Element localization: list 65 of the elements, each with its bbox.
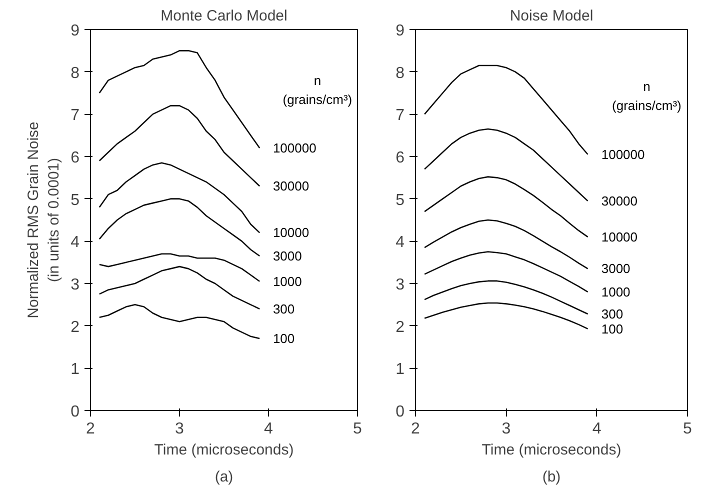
- y-tick-label: 6: [396, 150, 405, 166]
- line-series: [98, 162, 260, 234]
- series-label: 100000: [601, 146, 645, 162]
- series-label: 100000: [272, 140, 316, 156]
- series-label: 300: [272, 301, 295, 316]
- x-axis-title: Time (microseconds): [482, 442, 622, 458]
- series-label: 100: [601, 321, 624, 336]
- text: (b): [542, 468, 561, 486]
- y-tick-label: 3: [396, 276, 405, 294]
- series-label: 3000: [601, 261, 630, 276]
- chart-title: Noise Model: [510, 8, 594, 24]
- series-label: 100: [272, 331, 295, 346]
- x-axis-title: Time (microseconds): [154, 442, 294, 458]
- series-label: 10000: [272, 225, 310, 240]
- series-label: 1000: [272, 274, 302, 289]
- x-tick-label: 4: [264, 420, 274, 438]
- line-series: [98, 253, 260, 282]
- y-tick-label: 7: [70, 107, 80, 124]
- chart-title: Monte Carlo Model: [160, 8, 288, 24]
- y-tick-label: 5: [396, 192, 405, 209]
- y-tick-label: 4: [396, 234, 405, 252]
- line-series: [98, 105, 260, 187]
- y-tick-label: 5: [70, 192, 80, 209]
- y-tick-label: 9: [70, 22, 80, 40]
- y-tick-label: 0: [396, 404, 405, 420]
- y-tick-label: 4: [70, 234, 80, 252]
- line-series: [98, 198, 260, 257]
- y-tick-label: 1: [70, 361, 80, 378]
- x-tick-label: 3: [175, 420, 184, 438]
- x-tick-label: 2: [86, 420, 96, 438]
- line-series: [424, 128, 588, 202]
- line-series: [98, 50, 260, 149]
- legend-title: n (grains/cm³): [612, 79, 682, 114]
- x-tick-label: 4: [592, 420, 602, 438]
- y-tick-label: 0: [70, 404, 80, 420]
- y-tick-label: 8: [396, 64, 405, 82]
- text: (a): [214, 468, 234, 486]
- legend-title: n (grains/cm³): [282, 72, 352, 107]
- line-series: [424, 302, 588, 330]
- line-series: [424, 219, 588, 270]
- series-label: 30000: [601, 193, 638, 208]
- line-series: [98, 266, 260, 310]
- series-label: 1000: [601, 284, 630, 300]
- x-tick-label: 3: [502, 420, 511, 438]
- series-label: 30000: [272, 178, 310, 194]
- series-label: 10000: [601, 229, 638, 244]
- line-series: [424, 64, 588, 156]
- y-tick-label: 2: [396, 318, 405, 336]
- line-series: [424, 280, 588, 315]
- y-tick-label: 2: [70, 318, 80, 336]
- line-series: [424, 251, 588, 293]
- line-series: [98, 304, 260, 340]
- x-tick-label: 5: [353, 420, 362, 438]
- y-tick-label: 3: [70, 276, 80, 294]
- x-tick-label: 5: [683, 420, 692, 438]
- y-tick-label: 7: [396, 107, 405, 124]
- y-tick-label: 8: [70, 64, 80, 82]
- y-tick-label: 9: [396, 22, 405, 40]
- series-label: 3000: [272, 248, 302, 264]
- series-label: 300: [601, 306, 624, 322]
- y-tick-label: 1: [396, 361, 405, 378]
- y-tick-label: 6: [70, 150, 80, 166]
- x-tick-label: 2: [411, 420, 420, 438]
- line-series: [424, 176, 588, 238]
- y-axis-title: Normalized RMS Grain Noise (in units of 0.0001): [25, 122, 63, 318]
